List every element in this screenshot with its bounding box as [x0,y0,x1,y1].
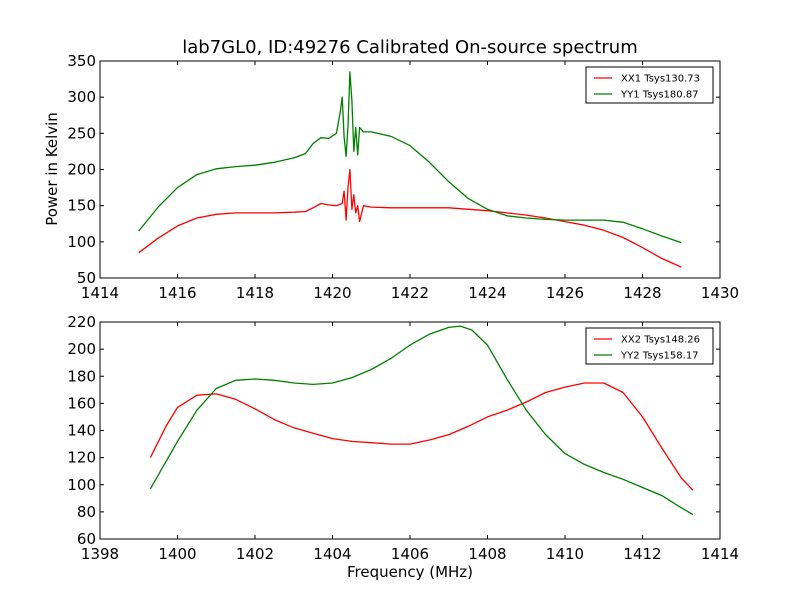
bottom-x-tick-label: 1414 [701,545,739,563]
top-x-tick-label: 1428 [623,284,661,302]
bottom-x-tick-label: 1404 [313,545,351,563]
bottom-legend-label-2: YY2 Tsys158.17 [620,351,699,362]
top-spectrum-panel: 1414 1416 1418 1420 1422 1424 1426 1428 1430 50 10… [67,52,739,302]
top-x-tick-label: 1426 [546,284,584,302]
bottom-y-tick-label: 220 [67,313,96,331]
bottom-y-tick-label: 120 [67,449,96,467]
bottom-x-tick-label: 1406 [391,545,429,563]
top-series-line-2 [138,71,682,244]
y-axis-label: Power in Kelvin [43,112,61,226]
top-legend-box [585,66,714,104]
top-y-tick-label: 200 [67,161,96,179]
bottom-y-tick-label: 80 [77,503,96,521]
top-y-tick-label: 100 [67,233,96,251]
top-x-tick-label: 1414 [81,284,119,302]
bottom-x-tick-label: 1412 [623,545,661,563]
top-x-tick-label: 1416 [158,284,196,302]
bottom-y-tick-label: 200 [67,340,96,358]
bottom-y-tick-label: 160 [67,394,96,412]
top-legend-label-2: YY1 Tsys180.87 [620,90,699,101]
bottom-x-tick-label: 1402 [236,545,274,563]
top-y-tick-label: 250 [67,124,96,142]
top-x-tick-label: 1430 [701,284,739,302]
bottom-y-tick-label: 100 [67,476,96,494]
bottom-series-line-1 [149,382,694,491]
top-legend-label-1: XX1 Tsys130.73 [621,74,700,85]
figure-title: lab7GL0, ID:49276 Calibrated On-source s… [182,37,637,58]
bottom-y-tick-label: 60 [77,530,96,548]
bottom-spectrum-panel: 1398 1400 1402 1404 1406 1408 1410 1412 1414 60 80… [67,313,739,563]
top-x-tick-label: 1418 [236,284,274,302]
bottom-series-line-2 [149,325,694,516]
bottom-y-tick-label: 140 [67,422,96,440]
bottom-legend-label-1: XX2 Tsys148.26 [621,335,700,346]
top-y-tick-label: 300 [67,88,96,106]
bottom-legend-box [585,327,714,365]
bottom-x-tick-label: 1400 [158,545,196,563]
bottom-x-tick-label: 1410 [546,545,584,563]
bottom-x-tick-label: 1408 [468,545,506,563]
top-series-line-1 [138,168,682,268]
bottom-y-tick-label: 180 [67,367,96,385]
top-x-tick-label: 1420 [313,284,351,302]
x-axis-label: Frequency (MHz) [347,563,473,581]
top-y-tick-label: 350 [67,52,96,70]
top-x-tick-label: 1422 [391,284,429,302]
bottom-x-tick-label: 1398 [81,545,119,563]
top-y-tick-label: 50 [77,269,96,287]
top-x-tick-label: 1424 [468,284,506,302]
top-y-tick-label: 150 [67,197,96,215]
